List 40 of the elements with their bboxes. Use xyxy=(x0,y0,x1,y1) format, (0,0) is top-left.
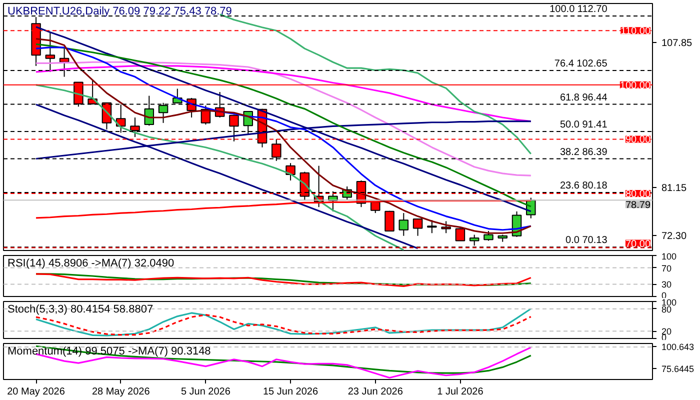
ref-line-label: 50.0 91.41 xyxy=(560,120,608,131)
candlestick xyxy=(455,228,466,242)
x-tick-label: 1 Jul 2026 xyxy=(437,386,484,398)
ref-line-label: 0.0 70.13 xyxy=(566,235,608,246)
chart-title: RSI(14) 45.8906 ->MA(7) 32.0490 xyxy=(8,258,174,270)
x-tick-label: 20 May 2026 xyxy=(7,386,66,398)
candlestick xyxy=(484,230,494,242)
x-tick-label: 5 Jun 2026 xyxy=(180,386,231,398)
candlestick xyxy=(427,220,437,234)
x-tick-label: 23 Jun 2026 xyxy=(348,386,404,398)
line-series xyxy=(219,14,532,155)
y-tick-label: 107.85 xyxy=(662,38,693,49)
candlestick xyxy=(45,32,56,72)
candlestick xyxy=(398,212,409,236)
y-tick-label: 100 xyxy=(662,252,677,262)
chart-title: UKBRENT.U26,Daily 76.09 79.22 75.43 78.79 xyxy=(8,6,232,18)
ref-line-label: 100.0 112.70 xyxy=(550,4,608,15)
x-tick-label: 15 Jun 2026 xyxy=(263,386,318,398)
ref-line-label: 80.00 xyxy=(625,189,651,200)
ref-line-label: 70.00 xyxy=(625,238,651,250)
ref-line-label: 100.00 xyxy=(620,80,651,92)
ref-line-label: 23.6 80.18 xyxy=(560,180,608,192)
y-tick-label: 70 xyxy=(662,263,672,274)
line-series xyxy=(35,65,532,122)
y-tick-label: 81.15 xyxy=(662,182,687,194)
ref-line-label: 38.2 86.39 xyxy=(560,146,608,158)
y-tick-label: 30 xyxy=(662,280,672,290)
line-series xyxy=(35,314,532,336)
ref-line-label: 61.8 96.44 xyxy=(560,92,608,104)
y-tick-label: 100.643 xyxy=(662,342,694,352)
ref-line-label: 76.4 102.65 xyxy=(554,58,608,70)
ref-line-label: 90.00 xyxy=(625,134,651,146)
chart-title: Stoch(5,3,3) 80.4154 58.8807 xyxy=(8,304,154,316)
y-tick-label: 75.6445 xyxy=(662,364,694,374)
candlestick xyxy=(384,210,394,232)
ref-line-label: 78.79 xyxy=(625,200,651,212)
candlestick xyxy=(441,220,451,234)
x-tick-label: 28 May 2026 xyxy=(92,386,150,398)
y-tick-label: 72.30 xyxy=(662,230,687,242)
candlestick xyxy=(412,218,423,236)
